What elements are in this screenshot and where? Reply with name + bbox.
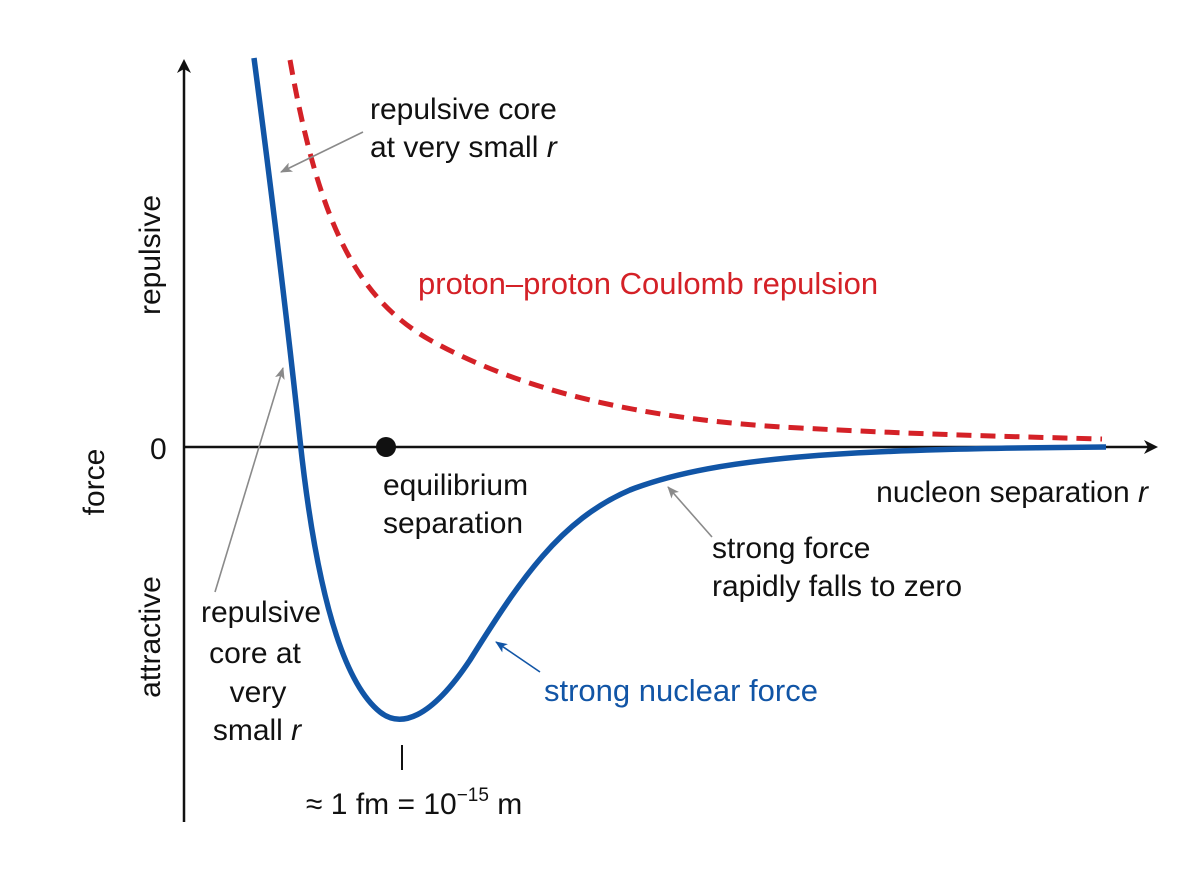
falls-label-1: strong force [712,532,870,565]
coulomb-repulsion-curve [287,59,1103,442]
core-top-pointer [280,131,364,173]
coulomb-label: proton–proton Coulomb repulsion [418,266,878,301]
zero-label: 0 [150,433,167,466]
repulsive-label: repulsive [134,195,167,315]
falls-pointer [667,486,713,538]
equilibrium-label-2: separation [383,507,523,540]
core-left-label-4: small r [213,714,302,747]
strong-nuclear-force-curve [251,57,1107,722]
core-left-pointer [214,367,285,593]
y-axis-label: force [78,449,111,516]
scale-label: ≈ 1 fm = 10−15 m [306,785,522,821]
equilibrium-point [376,437,396,457]
core-left-label-2: core at [209,637,301,670]
strong-label: strong nuclear force [544,673,818,708]
core-left-label-1: repulsive [201,596,321,629]
core-top-label-1: repulsive core [370,93,557,126]
strong-pointer [495,641,541,673]
core-top-label-2: at very small r [370,131,558,164]
x-axis-label: nucleon separation r [876,476,1149,509]
attractive-label: attractive [134,576,167,698]
falls-label-2: rapidly falls to zero [712,570,962,603]
core-left-label-3: very [230,676,287,709]
equilibrium-label: equilibrium [383,469,528,502]
